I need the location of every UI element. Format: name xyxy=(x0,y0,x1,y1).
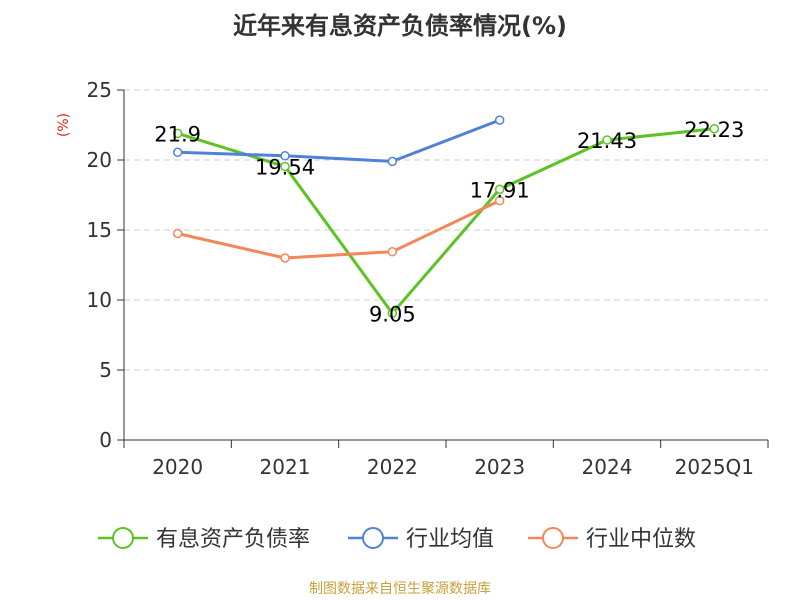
data-point xyxy=(172,128,183,139)
grid-lines xyxy=(124,89,768,371)
source-note: 制图数据来自恒生聚源数据库 xyxy=(309,581,491,597)
series-lines xyxy=(172,115,720,319)
data-point xyxy=(280,161,290,172)
data-point xyxy=(280,253,290,263)
chart-title: 近年来有息资产负债率情况(%) xyxy=(233,12,567,40)
data-label: 17.91 xyxy=(470,178,530,202)
x-tick-label: 2020 xyxy=(152,455,203,479)
data-labels: 21.9 19.54 9.05 17.91 21.43 22.23 xyxy=(154,118,744,327)
data-point xyxy=(387,246,398,257)
data-point xyxy=(280,151,290,161)
x-tick-label: 2025Q1 xyxy=(675,455,754,479)
y-tick-label: 25 xyxy=(87,78,112,102)
x-tick-label: 2023 xyxy=(474,455,525,479)
data-label: 19.54 xyxy=(255,155,315,179)
series-line xyxy=(177,118,501,163)
y-tick-label: 0 xyxy=(99,428,112,452)
y-tick-label: 5 xyxy=(99,358,112,382)
data-point xyxy=(387,156,398,167)
legend-marker xyxy=(542,527,564,549)
y-axis-label: (%) xyxy=(56,113,72,137)
y-tick-label: 15 xyxy=(87,218,112,242)
x-tick-label: 2021 xyxy=(260,455,311,479)
y-tick-label: 10 xyxy=(87,288,112,312)
legend-label: 行业中位数 xyxy=(586,527,696,552)
data-point xyxy=(172,147,183,158)
y-tick-label: 20 xyxy=(87,148,112,172)
series-line xyxy=(177,199,501,260)
legend-marker xyxy=(112,527,134,549)
legend: 有息资产负债率 行业均值 行业中位数 xyxy=(98,527,696,552)
x-tick-label: 2024 xyxy=(582,455,633,479)
data-point xyxy=(602,135,612,145)
series-line xyxy=(177,127,715,315)
data-point xyxy=(387,308,398,319)
data-point xyxy=(494,115,505,125)
legend-marker xyxy=(362,527,384,549)
data-point xyxy=(709,124,720,134)
data-label: 22.23 xyxy=(684,118,744,142)
data-point xyxy=(494,195,505,206)
x-tick-label: 2022 xyxy=(367,455,418,479)
axes: 0 5 10 15 20 25 2020 2021 2022 2023 2024 2025Q1 (%) xyxy=(56,78,769,479)
data-label: 9.05 xyxy=(369,302,416,326)
data-point xyxy=(494,184,505,195)
data-point xyxy=(172,228,183,239)
legend-label: 行业均值 xyxy=(406,527,494,552)
data-label: 21.9 xyxy=(154,122,201,146)
data-label: 21.43 xyxy=(577,129,637,153)
legend-label: 有息资产负债率 xyxy=(156,527,310,552)
